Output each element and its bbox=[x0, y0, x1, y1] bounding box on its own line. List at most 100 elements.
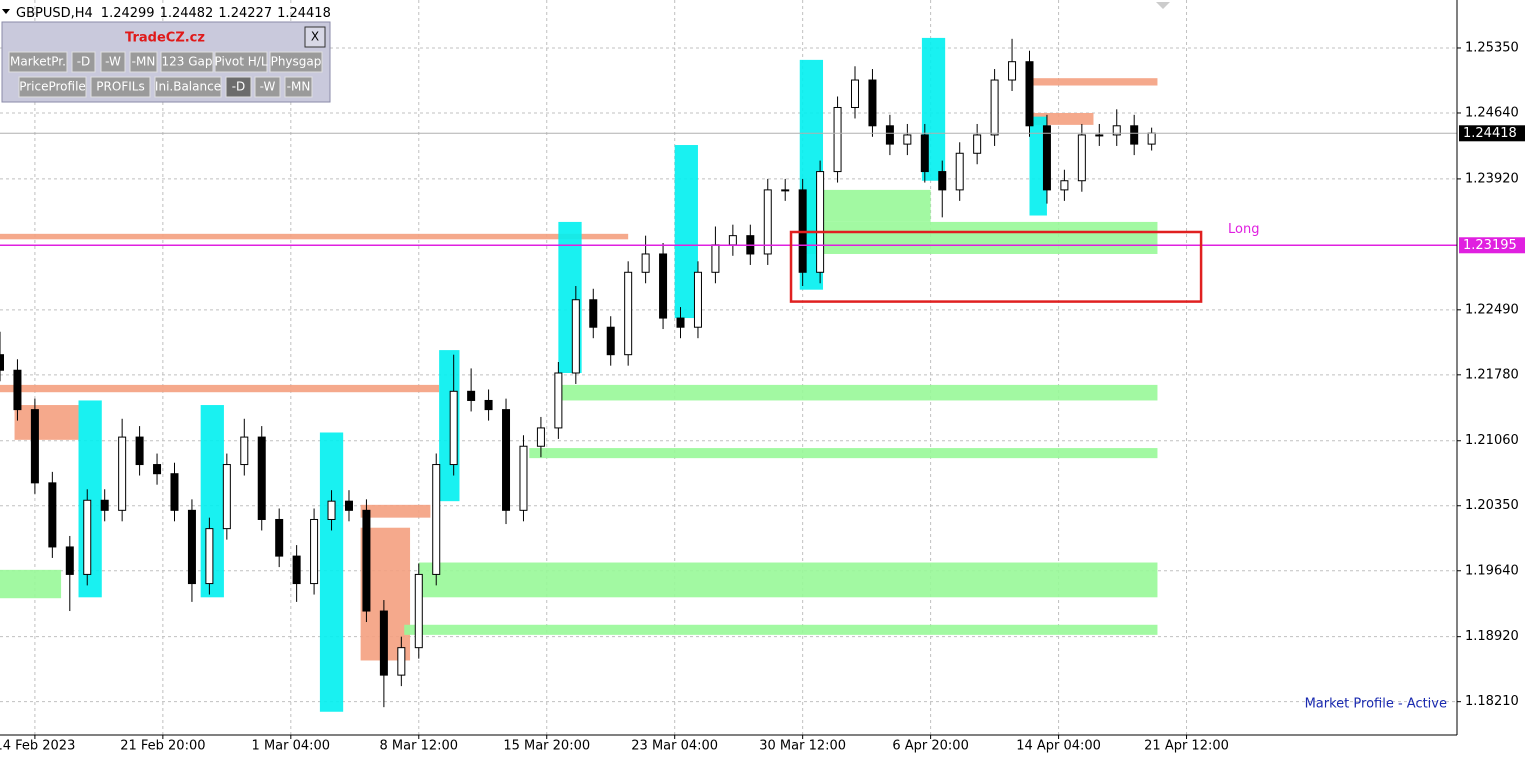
profile-zone bbox=[360, 504, 431, 518]
candle-body bbox=[868, 79, 877, 127]
y-tick-label: 1.23920 bbox=[1465, 171, 1519, 186]
candle-body bbox=[170, 473, 179, 511]
button-face[interactable] bbox=[284, 76, 313, 98]
candle-body bbox=[1077, 134, 1086, 182]
button-label[interactable]: Pivot H/L bbox=[214, 55, 267, 69]
toolbar-button[interactable]: PriceProfile bbox=[18, 76, 87, 98]
button-face[interactable] bbox=[254, 76, 281, 98]
profile-zone bbox=[799, 221, 1158, 254]
toolbar-button[interactable]: Pivot H/L bbox=[214, 51, 268, 73]
button-label[interactable]: -W bbox=[105, 55, 121, 69]
candle-body bbox=[135, 436, 144, 466]
candle-body bbox=[414, 573, 423, 649]
candle-body bbox=[153, 464, 162, 475]
toolbar-button[interactable]: MarketPr. bbox=[8, 51, 68, 73]
profile-zone bbox=[0, 233, 629, 240]
button-face[interactable] bbox=[8, 51, 68, 73]
candle-body bbox=[310, 518, 319, 585]
toolbar-button[interactable]: -W bbox=[100, 51, 126, 73]
candle-body bbox=[0, 354, 4, 371]
close-button-label[interactable]: X bbox=[311, 30, 319, 44]
candle-body bbox=[1147, 132, 1156, 145]
profile-zone bbox=[0, 569, 62, 599]
toolbar-button[interactable]: Ini.Balance bbox=[154, 76, 222, 98]
candle-body bbox=[1008, 61, 1017, 81]
x-tick-label: 6 Apr 20:00 bbox=[892, 739, 969, 754]
y-tick-label: 1.24640 bbox=[1465, 105, 1519, 120]
candle-body bbox=[833, 106, 842, 173]
candle-body bbox=[467, 390, 476, 401]
button-label[interactable]: -MN bbox=[132, 55, 156, 69]
button-label[interactable]: 123 Gap bbox=[162, 55, 213, 69]
candle-body bbox=[1130, 125, 1139, 145]
grid-layer bbox=[0, 0, 1457, 735]
toolbar-button[interactable]: Physgap bbox=[269, 51, 323, 73]
button-label[interactable]: -MN bbox=[287, 80, 311, 94]
button-face[interactable] bbox=[154, 76, 222, 98]
button-label[interactable]: PROFILs bbox=[96, 80, 144, 94]
profile-zone bbox=[319, 432, 344, 712]
close-button-box[interactable] bbox=[304, 26, 326, 48]
button-face[interactable] bbox=[18, 76, 87, 98]
y-tick-label: 1.21060 bbox=[1465, 433, 1519, 448]
button-face[interactable] bbox=[214, 51, 268, 73]
level-price-box bbox=[1459, 237, 1525, 254]
quote-close: 1.24418 bbox=[277, 6, 331, 21]
candle-body bbox=[187, 509, 196, 585]
target-box bbox=[789, 230, 1203, 303]
button-face[interactable] bbox=[225, 76, 252, 98]
toolbar-button[interactable]: PROFILs bbox=[90, 76, 151, 98]
toolbar-button[interactable]: -D bbox=[71, 51, 96, 73]
candle-body bbox=[728, 235, 737, 246]
profile-zone bbox=[1029, 112, 1094, 125]
candle-body bbox=[990, 79, 999, 136]
candle-body bbox=[885, 125, 894, 145]
candle-body bbox=[205, 528, 214, 585]
quote-high: 1.24482 bbox=[160, 6, 214, 21]
close-button[interactable]: X bbox=[304, 26, 326, 48]
candle-body bbox=[257, 436, 266, 520]
axes-layer: 1.18210 1.18920 1.19640 1.20350 1.21060 1.217… bbox=[0, 40, 1525, 754]
x-tick-label: 14 Apr 04:00 bbox=[1016, 739, 1101, 754]
candle-body bbox=[292, 555, 301, 585]
button-label[interactable]: PriceProfile bbox=[19, 80, 86, 94]
x-tick-label: 21 Feb 20:00 bbox=[120, 739, 205, 754]
button-face[interactable] bbox=[100, 51, 126, 73]
candle-body bbox=[955, 152, 964, 191]
x-tick-label: 1 Mar 04:00 bbox=[252, 739, 331, 754]
toolbar-button[interactable]: -D bbox=[225, 76, 252, 98]
button-face[interactable] bbox=[160, 51, 214, 73]
button-label[interactable]: -D bbox=[232, 80, 246, 94]
candle-body bbox=[938, 171, 947, 191]
candle-body bbox=[571, 299, 580, 374]
menu-arrow bbox=[2, 9, 10, 14]
button-label[interactable]: Physgap bbox=[271, 55, 322, 69]
status-text: Market Profile - Active bbox=[1305, 697, 1447, 712]
candle-body bbox=[903, 134, 912, 145]
candle-body bbox=[693, 271, 702, 328]
button-label[interactable]: -W bbox=[260, 80, 276, 94]
candle-body bbox=[397, 647, 406, 676]
toolbar-button[interactable]: -MN bbox=[129, 51, 158, 73]
toolbar-button[interactable]: -MN bbox=[284, 76, 313, 98]
button-face[interactable] bbox=[269, 51, 323, 73]
y-tick-label: 1.22490 bbox=[1465, 302, 1519, 317]
x-tick-label: 21 Apr 12:00 bbox=[1144, 739, 1229, 754]
candle-body bbox=[48, 482, 57, 548]
candle-body bbox=[1112, 125, 1121, 136]
toolbar-button[interactable]: -W bbox=[254, 76, 281, 98]
header: GBPUSD,H4 1.24299 1.24482 1.24227 1.24418 bbox=[16, 6, 331, 21]
candle-body bbox=[65, 546, 74, 575]
candle-body bbox=[379, 610, 388, 676]
button-label[interactable]: MarketPr. bbox=[10, 55, 66, 69]
button-face[interactable] bbox=[71, 51, 96, 73]
candle-body bbox=[1095, 134, 1104, 137]
profile-zone bbox=[1029, 78, 1158, 86]
profile-zone bbox=[14, 405, 79, 440]
button-label[interactable]: -D bbox=[77, 55, 91, 69]
button-face[interactable] bbox=[90, 76, 151, 98]
button-label[interactable]: Ini.Balance bbox=[155, 80, 221, 94]
button-face[interactable] bbox=[129, 51, 158, 73]
toolbar-button[interactable]: 123 Gap bbox=[160, 51, 214, 73]
